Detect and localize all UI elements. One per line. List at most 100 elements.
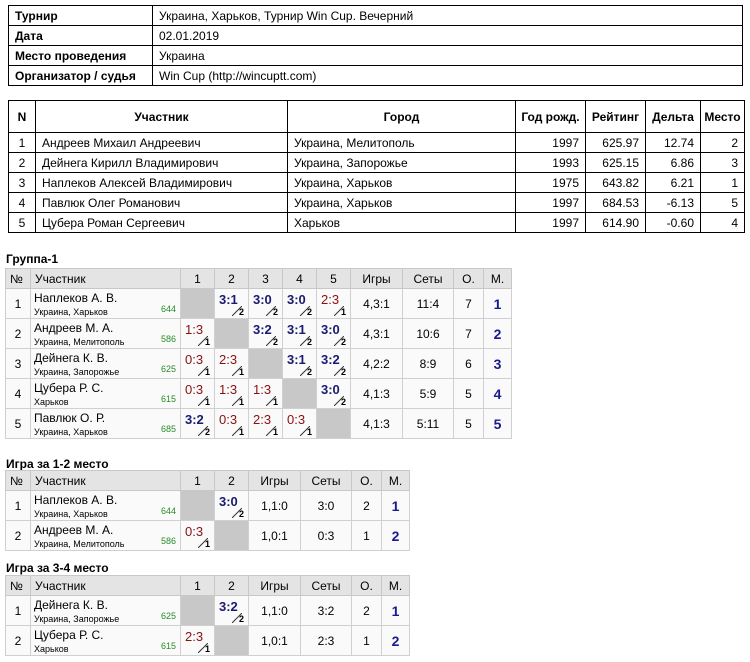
sets: 5:11	[402, 408, 454, 439]
score-cell: 2:3 1	[180, 625, 215, 656]
info-cell: Место проведения	[8, 45, 153, 66]
player-city: Украина, Харьков	[34, 427, 108, 437]
points: 7	[453, 318, 484, 349]
score: 0:3	[185, 352, 204, 367]
participant-cell: Павлюк Олег Романович	[35, 192, 288, 213]
info-cell: Организатор / судья	[8, 65, 153, 86]
row-number: 1	[5, 490, 31, 521]
points: 7	[453, 288, 484, 319]
info-cell: Турнир	[8, 5, 153, 26]
group-table: № Участник 1 2 Игры Сеты О. М. 1 Наплеков А. В. Ук…	[5, 470, 410, 551]
slash	[198, 643, 208, 653]
info-cell: Win Cup (http://wincuptt.com)	[152, 65, 743, 86]
player-rating: 685	[160, 424, 176, 434]
group-header: № Участник 1 2 Игры Сеты О. М.	[5, 470, 410, 491]
slash-line	[300, 306, 310, 316]
player-rating: 586	[160, 536, 176, 546]
points: 1	[351, 625, 382, 656]
score-cell: 2:3 1	[248, 408, 283, 439]
score-cell: 3:0 2	[248, 288, 283, 319]
participant-cell: 1997	[515, 212, 586, 233]
participant-cell: -6.13	[645, 192, 701, 213]
player-name: Наплеков А. В.	[34, 493, 118, 507]
slash	[334, 366, 344, 376]
participant-cell: Дейнега Кирилл Владимирович	[35, 152, 288, 173]
games: 4,3:1	[350, 318, 403, 349]
score-cell	[282, 378, 317, 409]
header-cell: Год рожд.	[515, 100, 586, 133]
header-cell: Участник	[35, 100, 288, 133]
slash	[198, 426, 208, 436]
header-cell: Дельта	[645, 100, 701, 133]
slash-line	[232, 426, 242, 436]
player: Цубера Р. С. Харьков 615	[31, 626, 180, 655]
group-row: 1 Дейнега К. В. Украина, Запорожье 625 3:2 2 1…	[5, 595, 410, 626]
group-header-cell: Участник	[30, 575, 181, 596]
slash	[232, 613, 242, 623]
slash-line	[300, 336, 310, 346]
score: 1:3	[185, 322, 204, 337]
group-header-cell: №	[5, 268, 31, 289]
slash	[334, 306, 344, 316]
score-cell: 0:3 1	[180, 348, 215, 379]
sets: 10:6	[402, 318, 454, 349]
slash	[266, 336, 276, 346]
participant-cell: Украина, Харьков	[287, 172, 516, 193]
player-name: Дейнега К. В.	[34, 351, 108, 365]
group-header-cell: 1	[180, 268, 215, 289]
player-rating: 615	[160, 641, 176, 651]
participant-cell: 1993	[515, 152, 586, 173]
participant-cell: 2	[700, 132, 745, 153]
score: 3:0	[253, 292, 272, 307]
participant-cell: 1975	[515, 172, 586, 193]
score-cell: 3:0 2	[282, 288, 317, 319]
participant-cell: 643.82	[585, 172, 646, 193]
score-cell: 3:2 2	[248, 318, 283, 349]
place: 2	[483, 318, 512, 349]
header-cell: Город	[287, 100, 516, 133]
slash-line	[300, 426, 310, 436]
sets: 0:3	[300, 520, 352, 551]
player-cell: Дейнега К. В. Украина, Запорожье 625	[30, 595, 181, 626]
slash	[198, 396, 208, 406]
participant-cell: 625.97	[585, 132, 646, 153]
score-cell: 0:3 1	[214, 408, 249, 439]
player: Павлюк О. Р. Украина, Харьков 685	[31, 409, 180, 438]
participant-cell: 3	[8, 172, 36, 193]
score-points: 1	[204, 539, 210, 549]
games: 4,3:1	[350, 288, 403, 319]
score: 0:3	[219, 412, 238, 427]
score: 0:3	[287, 412, 306, 427]
slash	[232, 426, 242, 436]
player: Дейнега К. В. Украина, Запорожье 625	[31, 596, 180, 625]
points: 2	[351, 595, 382, 626]
place: 2	[381, 520, 410, 551]
group-header-cell: М.	[381, 575, 410, 596]
score-points: 2	[306, 367, 312, 377]
score-cell: 3:2 2	[316, 348, 351, 379]
score-points: 1	[238, 367, 244, 377]
group-header-cell: 1	[180, 470, 215, 491]
info-row: Турнир Украина, Харьков, Турнир Win Cup. …	[8, 5, 743, 26]
header-row: N Участник Город Год рожд. Рейтинг Дельта Мест…	[8, 100, 745, 133]
group-header-cell: О.	[453, 268, 484, 289]
slash	[232, 508, 242, 518]
participant-cell: 1997	[515, 192, 586, 213]
participant-cell: 1	[700, 172, 745, 193]
player-rating: 625	[160, 611, 176, 621]
score-points: 1	[238, 397, 244, 407]
player-cell: Наплеков А. В. Украина, Харьков 644	[30, 288, 181, 319]
player-name: Цубера Р. С.	[34, 381, 104, 395]
score: 2:3	[253, 412, 272, 427]
slash	[266, 396, 276, 406]
score-points: 2	[340, 337, 346, 347]
player-cell: Цубера Р. С. Харьков 615	[30, 378, 181, 409]
player-rating: 615	[160, 394, 176, 404]
player: Цубера Р. С. Харьков 615	[31, 379, 180, 408]
slash-line	[334, 366, 344, 376]
player-cell: Наплеков А. В. Украина, Харьков 644	[30, 490, 181, 521]
points: 2	[351, 490, 382, 521]
player-city: Украина, Мелитополь	[34, 539, 125, 549]
score-points: 2	[272, 337, 278, 347]
score: 2:3	[185, 629, 204, 644]
